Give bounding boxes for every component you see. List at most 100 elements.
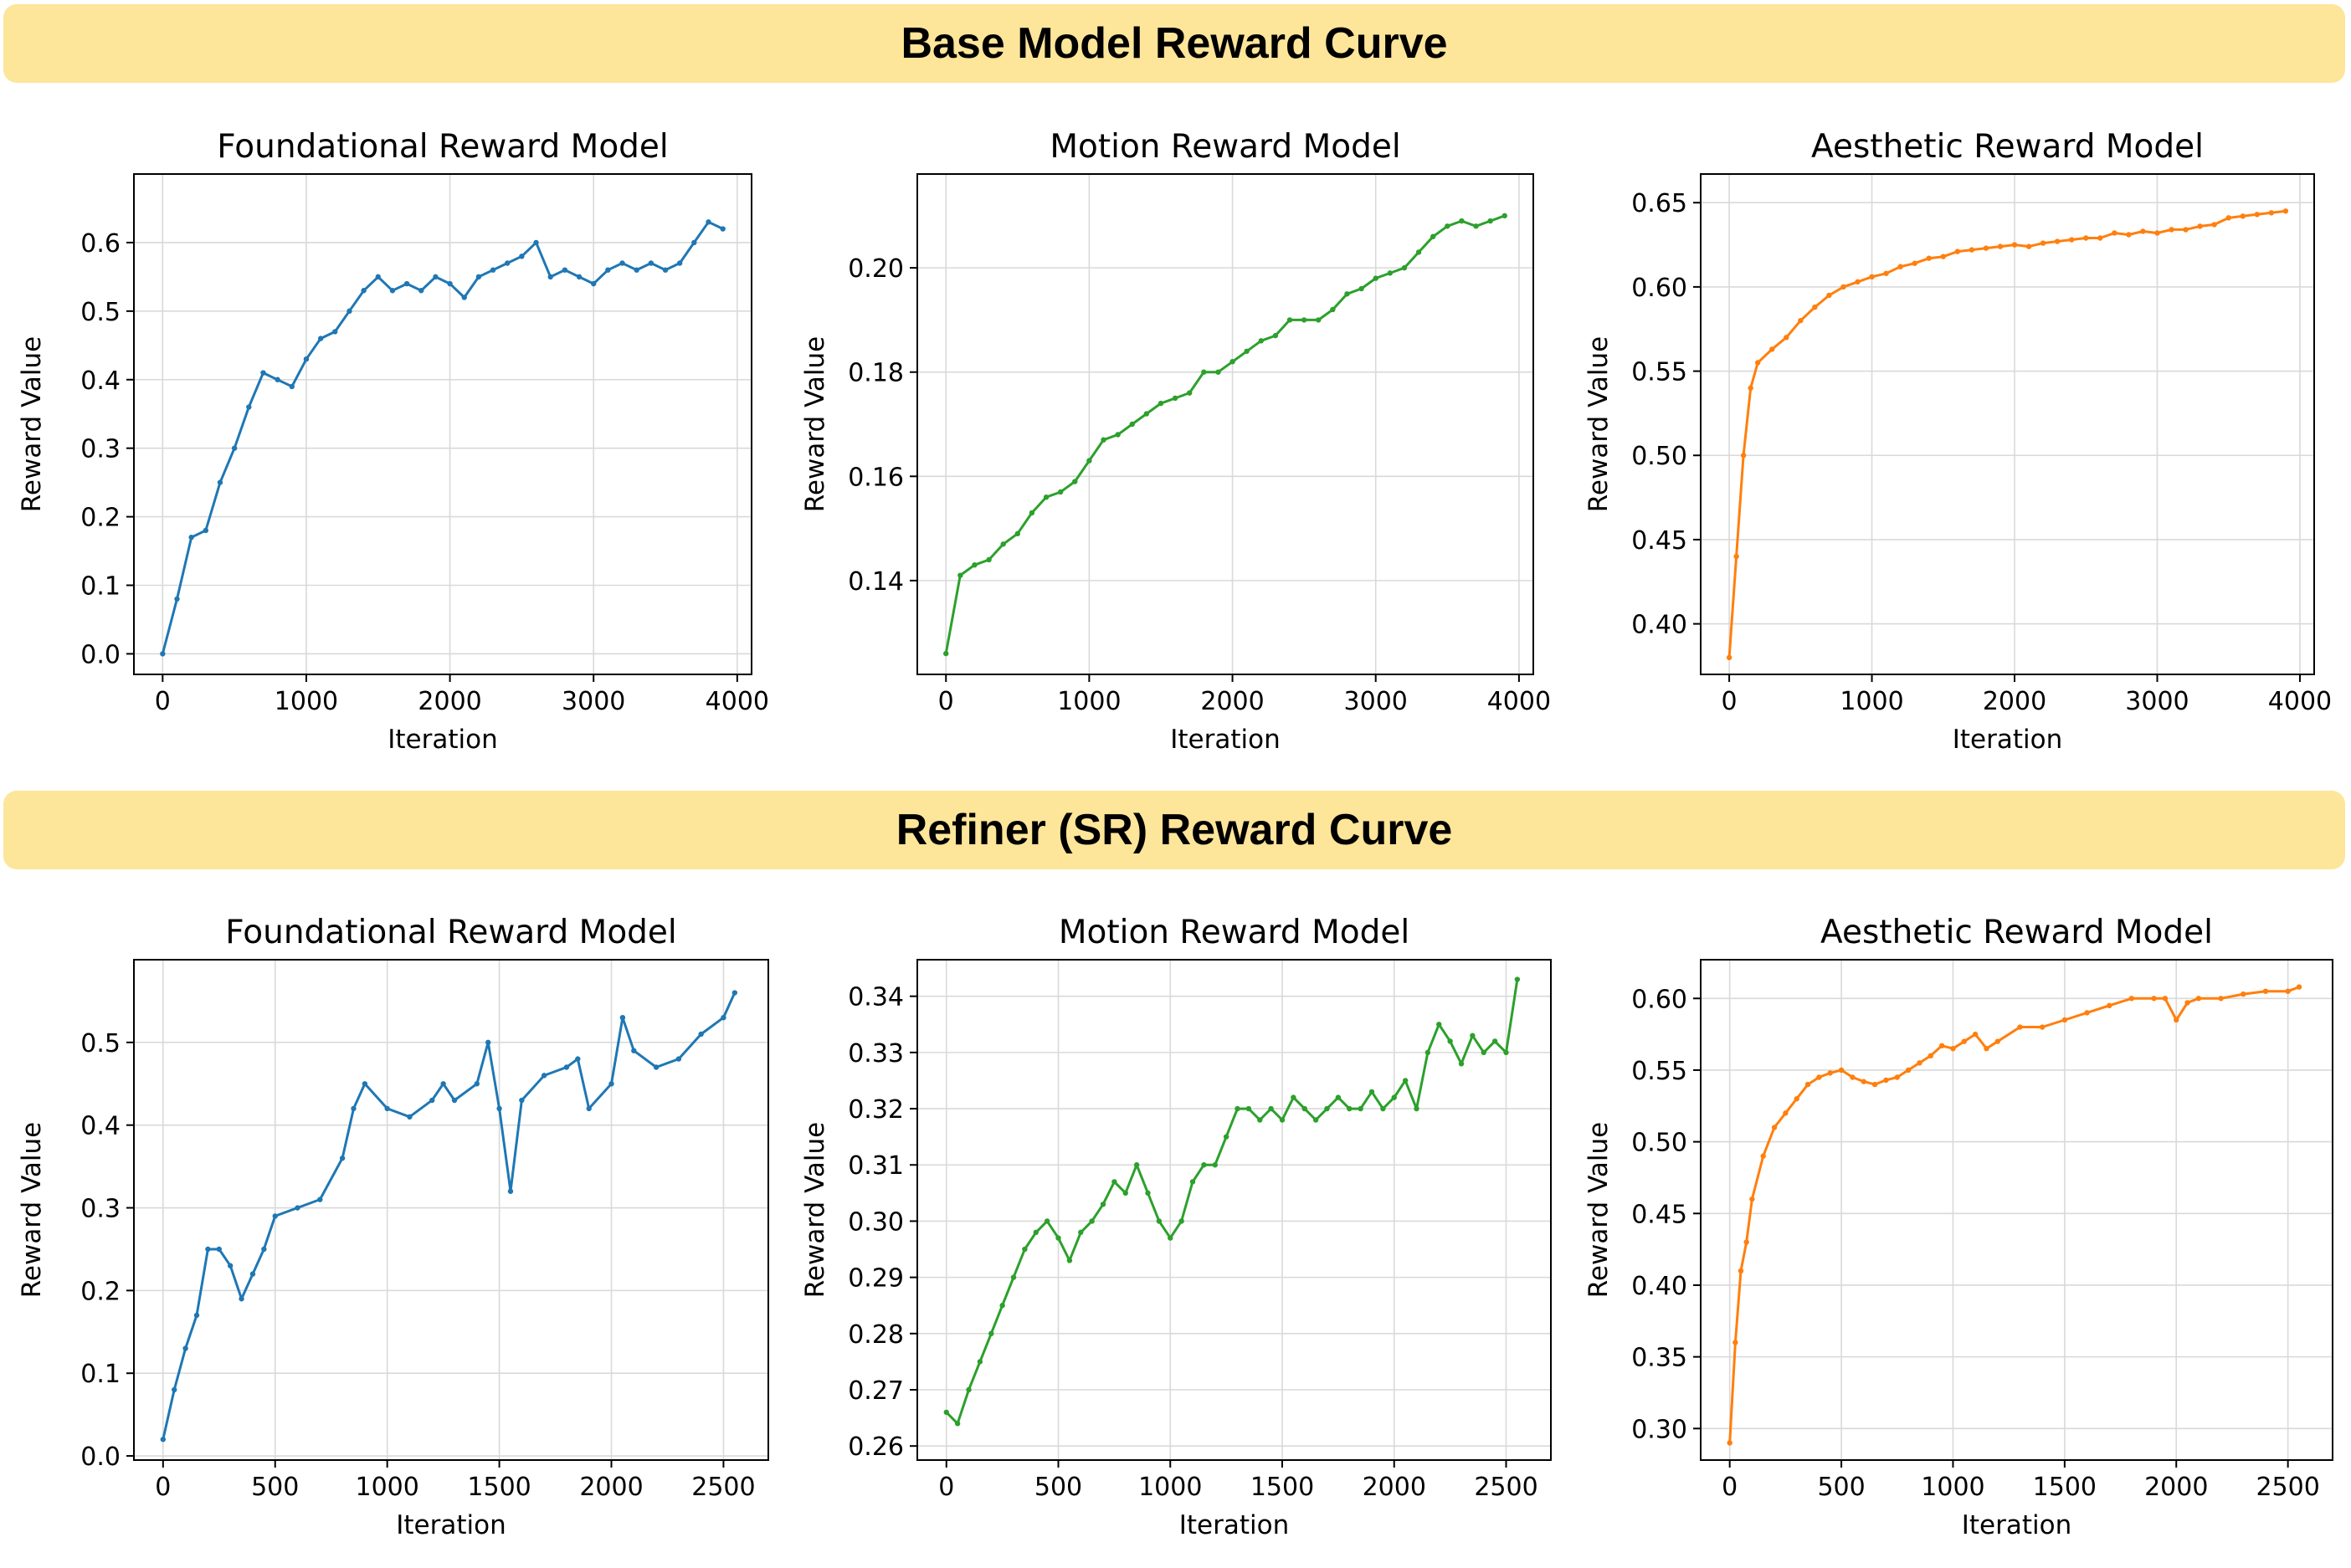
data-point (1869, 274, 1875, 280)
data-point (1156, 1218, 1163, 1224)
data-point (160, 1437, 167, 1442)
y-tick-label: 0.35 (1631, 1344, 1687, 1373)
data-point (2054, 238, 2061, 244)
data-point (205, 1246, 211, 1253)
data-point (1178, 1218, 1184, 1224)
x-tick-label: 500 (1817, 1473, 1865, 1502)
data-point (1111, 1179, 1117, 1185)
data-point (2169, 227, 2174, 233)
data-point (1286, 317, 1293, 323)
y-tick-label: 0.45 (1631, 1200, 1687, 1229)
data-point (1347, 1105, 1353, 1112)
section-title-base: Base Model Reward Curve (901, 19, 1448, 68)
data-point (1743, 1239, 1749, 1245)
data-point (2140, 228, 2146, 234)
data-point (1033, 1229, 1039, 1236)
data-point (1415, 249, 1422, 255)
x-tick-label: 2000 (2144, 1473, 2208, 1502)
data-point (676, 260, 683, 266)
data-point (2126, 232, 2132, 238)
y-tick-label: 0.55 (1631, 358, 1687, 387)
data-point (203, 527, 209, 534)
data-point (1072, 479, 1078, 484)
data-point (731, 990, 738, 996)
data-point (1445, 223, 1450, 229)
data-point (384, 1105, 390, 1112)
y-tick-label: 0.60 (1631, 274, 1687, 303)
x-tick-label: 1000 (1057, 687, 1121, 716)
data-point (1187, 390, 1193, 396)
data-point (1291, 1094, 1296, 1100)
data-point (2195, 996, 2202, 1002)
x-tick-label: 2000 (1200, 687, 1264, 716)
data-point (1014, 530, 1021, 537)
y-axis-label: Reward Value (800, 1122, 830, 1298)
data-point (1994, 1038, 2001, 1044)
data-point (1481, 1049, 1486, 1056)
data-point (1189, 1179, 1196, 1185)
data-point (966, 1386, 972, 1393)
data-point (1749, 1196, 1755, 1202)
data-point (1402, 1078, 1409, 1084)
data-point (317, 336, 324, 341)
data-point (2039, 1024, 2046, 1030)
data-point (999, 1303, 1005, 1309)
data-point (2017, 1024, 2023, 1030)
data-point (1223, 1134, 1229, 1140)
data-point (648, 260, 654, 266)
y-tick-label: 0.55 (1631, 1057, 1687, 1086)
data-point (505, 260, 511, 266)
data-point (706, 219, 711, 225)
data-point (418, 288, 424, 294)
data-point (977, 1359, 983, 1365)
data-point (1044, 1218, 1050, 1224)
data-point (1804, 1081, 1811, 1088)
data-point (1272, 332, 1279, 339)
data-point (619, 1014, 626, 1021)
data-point (675, 1056, 682, 1062)
data-point (972, 561, 978, 568)
y-tick-label: 0.26 (848, 1432, 904, 1462)
data-point (1368, 1089, 1375, 1095)
data-point (2241, 991, 2246, 997)
x-tick-label: 1000 (1921, 1473, 1984, 1502)
data-point (174, 596, 180, 602)
x-tick-label: 0 (938, 687, 954, 716)
data-point (447, 280, 453, 287)
x-tick-label: 2500 (2256, 1473, 2319, 1502)
data-point (1827, 1070, 1833, 1076)
data-point (451, 1097, 458, 1104)
data-point (1029, 510, 1035, 516)
y-tick-label: 0.3 (80, 435, 121, 464)
data-point (1912, 260, 1917, 266)
data-point (485, 1039, 491, 1046)
data-point (943, 1409, 949, 1416)
y-tick-label: 0.5 (80, 298, 121, 327)
data-point (563, 1064, 570, 1070)
data-point (986, 556, 992, 563)
data-point (1897, 264, 1903, 269)
data-point (2218, 996, 2224, 1002)
data-point (440, 1081, 446, 1087)
data-point (1245, 1105, 1252, 1112)
data-point (1727, 1440, 1732, 1446)
data-point (2154, 230, 2160, 236)
y-tick-label: 0.14 (848, 567, 904, 597)
data-point (1324, 1105, 1330, 1112)
data-point (1740, 453, 1747, 459)
x-tick-label: 3000 (1344, 687, 1408, 716)
data-point (1917, 1060, 1922, 1066)
data-point (375, 274, 381, 280)
data-point (496, 1105, 502, 1112)
data-point (562, 267, 568, 273)
y-tick-label: 0.0 (80, 640, 121, 669)
data-point (1358, 285, 1364, 292)
data-point (1010, 1274, 1017, 1280)
chart-title: Foundational Reward Model (217, 128, 669, 166)
data-point (1244, 348, 1250, 354)
data-point (721, 1014, 726, 1021)
y-tick-label: 0.4 (80, 1112, 121, 1141)
y-tick-label: 0.2 (80, 504, 121, 533)
data-point (275, 377, 280, 382)
